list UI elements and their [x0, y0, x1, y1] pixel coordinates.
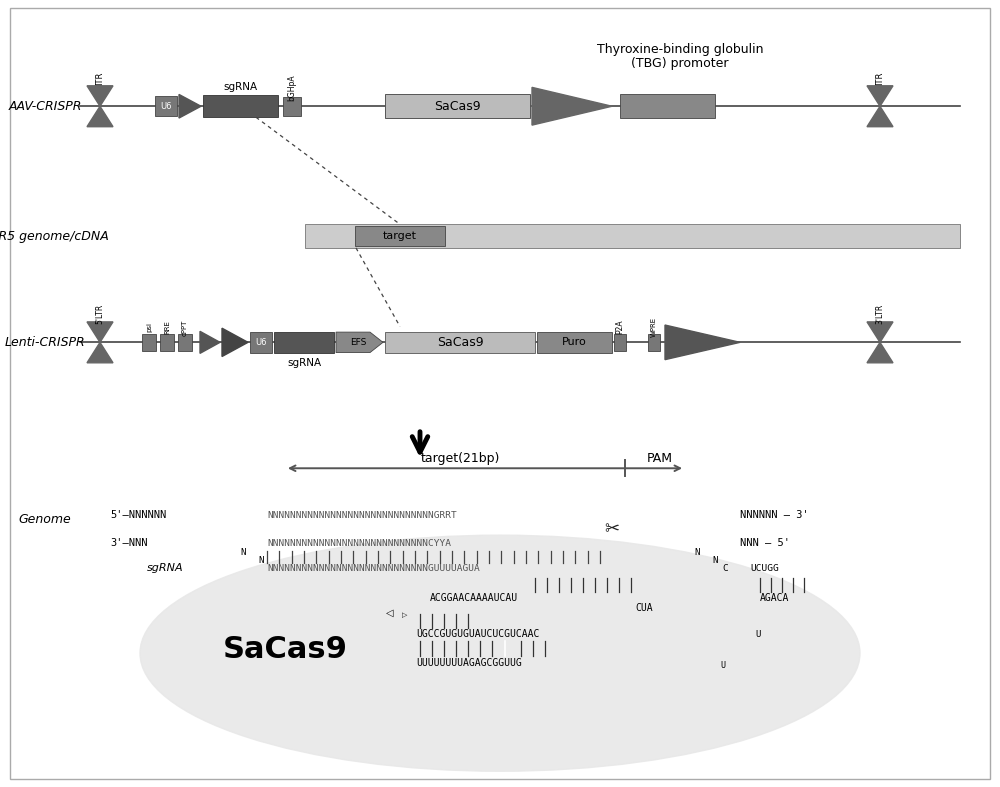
Text: Puro: Puro [562, 338, 586, 347]
Bar [250, 332, 272, 353]
Text: NNN — 5': NNN — 5' [740, 538, 790, 548]
Polygon shape [867, 86, 893, 106]
Bar [178, 334, 192, 351]
Text: ITR: ITR [876, 72, 885, 84]
Text: NNNNNNNNNNNNNNNNNNNNNNNNNNNNCYYA: NNNNNNNNNNNNNNNNNNNNNNNNNNNNCYYA [267, 538, 451, 548]
Polygon shape [867, 106, 893, 127]
Text: Lenti-CRISPR: Lenti-CRISPR [5, 336, 85, 349]
Text: RRE: RRE [164, 320, 170, 334]
Bar [648, 334, 660, 351]
Polygon shape [336, 332, 383, 353]
Bar [274, 332, 334, 353]
Text: N: N [713, 556, 718, 565]
Bar [305, 224, 960, 248]
Text: 5'LTR: 5'LTR [96, 304, 104, 324]
Bar [283, 97, 301, 116]
Text: UCUGG: UCUGG [750, 563, 779, 573]
Text: SaCas9: SaCas9 [437, 336, 483, 349]
Text: target: target [383, 231, 417, 241]
Text: CCR5 genome/cDNA: CCR5 genome/cDNA [0, 230, 109, 242]
Polygon shape [222, 328, 248, 357]
Text: UGCCGUGUGUAUCUCGUCAAC: UGCCGUGUGUAUCUCGUCAAC [416, 630, 539, 639]
Text: SaCas9: SaCas9 [222, 635, 348, 663]
Bar [142, 334, 156, 351]
Text: Thyroxine-binding globulin: Thyroxine-binding globulin [597, 43, 763, 56]
Bar [537, 332, 612, 353]
Text: NNNNNNNNNNNNNNNNNNNNNNNNNNNNGUUUUAGUA: NNNNNNNNNNNNNNNNNNNNNNNNNNNNGUUUUAGUA [267, 563, 480, 573]
Text: N: N [240, 548, 245, 557]
Polygon shape [200, 331, 220, 353]
Text: AAV-CRISPR: AAV-CRISPR [8, 100, 82, 113]
Polygon shape [665, 325, 740, 360]
Ellipse shape [140, 535, 860, 771]
Text: 3'—NNN: 3'—NNN [110, 538, 148, 548]
Text: UUUUUUUUAGAGCGGUUG: UUUUUUUUAGAGCGGUUG [416, 658, 522, 667]
Bar [620, 94, 715, 118]
Text: ◁: ◁ [386, 608, 394, 617]
Text: U: U [720, 660, 725, 670]
Text: N: N [695, 548, 700, 557]
Text: CUA: CUA [635, 603, 653, 612]
Text: NNNNNN — 3': NNNNNN — 3' [740, 511, 809, 520]
Bar [385, 332, 535, 353]
Text: U: U [755, 630, 760, 639]
Text: U6: U6 [160, 102, 172, 111]
Polygon shape [87, 342, 113, 363]
Polygon shape [867, 322, 893, 342]
Polygon shape [179, 94, 201, 118]
Text: ACGGAACAAAAUCAU: ACGGAACAAAAUCAU [430, 593, 518, 603]
Text: psi: psi [146, 323, 152, 332]
Polygon shape [532, 87, 612, 125]
Text: EFS: EFS [350, 338, 366, 347]
Text: (TBG) promoter: (TBG) promoter [631, 57, 729, 70]
Text: PAM: PAM [647, 452, 673, 464]
Text: ▷: ▷ [402, 611, 408, 618]
Text: NNNNNNNNNNNNNNNNNNNNNNNNNNNNNGRRT: NNNNNNNNNNNNNNNNNNNNNNNNNNNNNGRRT [267, 511, 457, 520]
Text: C: C [722, 563, 728, 573]
Text: sgRNA: sgRNA [287, 358, 321, 368]
Text: N: N [258, 556, 263, 565]
Bar [355, 226, 445, 246]
Text: bGHpA: bGHpA [288, 74, 296, 101]
Bar [385, 94, 530, 118]
Text: ✂: ✂ [604, 520, 620, 538]
Polygon shape [87, 322, 113, 342]
Text: SaCas9: SaCas9 [434, 100, 480, 113]
Polygon shape [867, 342, 893, 363]
Text: sgRNA: sgRNA [223, 83, 257, 92]
Text: 3'LTR: 3'LTR [876, 304, 885, 324]
Text: AGACA: AGACA [760, 593, 789, 603]
Bar [155, 96, 177, 116]
Bar [203, 95, 278, 117]
Text: WPRE: WPRE [651, 316, 657, 337]
Bar [160, 334, 174, 351]
Text: U6: U6 [255, 338, 267, 347]
Polygon shape [87, 86, 113, 106]
Text: P2A: P2A [616, 320, 624, 334]
Text: target(21bp): target(21bp) [420, 452, 500, 464]
Text: cPPT: cPPT [182, 320, 188, 335]
Text: 5'—NNNNNN: 5'—NNNNNN [110, 511, 166, 520]
Bar [614, 334, 626, 351]
Polygon shape [87, 106, 113, 127]
Text: ITR: ITR [96, 72, 104, 84]
Text: Genome: Genome [19, 513, 71, 526]
Text: sgRNA: sgRNA [147, 563, 184, 573]
